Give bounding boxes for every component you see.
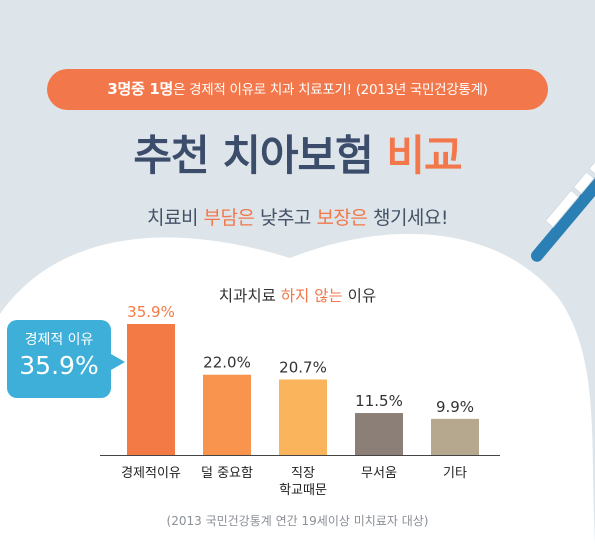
chart-title-accent: 하지 않는 xyxy=(280,287,343,305)
category-label-3: 직장 학교때문 xyxy=(279,466,327,498)
value-label-5: 9.9% xyxy=(436,398,474,416)
toothbrush-icon xyxy=(531,128,595,262)
category-label-1: 경제적이유 xyxy=(121,466,181,481)
category-label-2: 덜 중요함 xyxy=(201,466,253,481)
bar-1 xyxy=(127,324,175,455)
subtitle-accent-2: 보장은 xyxy=(316,207,368,229)
value-label-1: 35.9% xyxy=(127,303,175,321)
callout-label: 경제적 이유 xyxy=(24,332,94,348)
bar-5 xyxy=(431,418,479,455)
banner-text: 은 경제적 이유로 치과 치료포기! (2013년 국민건강통계) xyxy=(173,82,488,98)
title-accent: 비교 xyxy=(386,131,462,180)
callout-value: 35.9% xyxy=(19,351,99,380)
value-label-4: 11.5% xyxy=(355,392,403,410)
chart-title-post: 이유 xyxy=(342,287,377,305)
bar-3 xyxy=(279,379,327,455)
chart-title-pre: 치과치료 xyxy=(218,287,281,305)
subtitle-part-1: 치료비 xyxy=(147,207,204,229)
page-title: 추천 치아보험 비교 xyxy=(0,122,595,183)
stat-banner: 3명중 1명은 경제적 이유로 치과 치료포기! (2013년 국민건강통계) xyxy=(47,69,548,110)
value-label-3: 20.7% xyxy=(279,358,327,376)
subtitle-accent-1: 부담은 xyxy=(203,207,255,229)
category-label-5: 기타 xyxy=(443,466,467,481)
subtitle: 치료비 부담은 낮추고 보장은 챙기세요! xyxy=(0,203,595,230)
subtitle-part-3: 챙기세요! xyxy=(367,207,449,229)
title-main: 추천 치아보험 xyxy=(133,131,387,180)
value-label-2: 22.0% xyxy=(203,354,251,372)
banner-highlight: 3명중 1명 xyxy=(107,80,174,98)
chart-title: 치과치료 하지 않는 이유 xyxy=(0,284,595,306)
subtitle-part-2: 낮추고 xyxy=(254,207,317,229)
footnote: (2013 국민건강통계 연간 19세이상 미치료자 대상) xyxy=(166,514,429,528)
callout-bubble: 경제적 이유 35.9% xyxy=(7,320,125,398)
bar-4 xyxy=(355,413,403,455)
category-label-4: 무서움 xyxy=(361,466,397,481)
bar-2 xyxy=(203,374,251,455)
